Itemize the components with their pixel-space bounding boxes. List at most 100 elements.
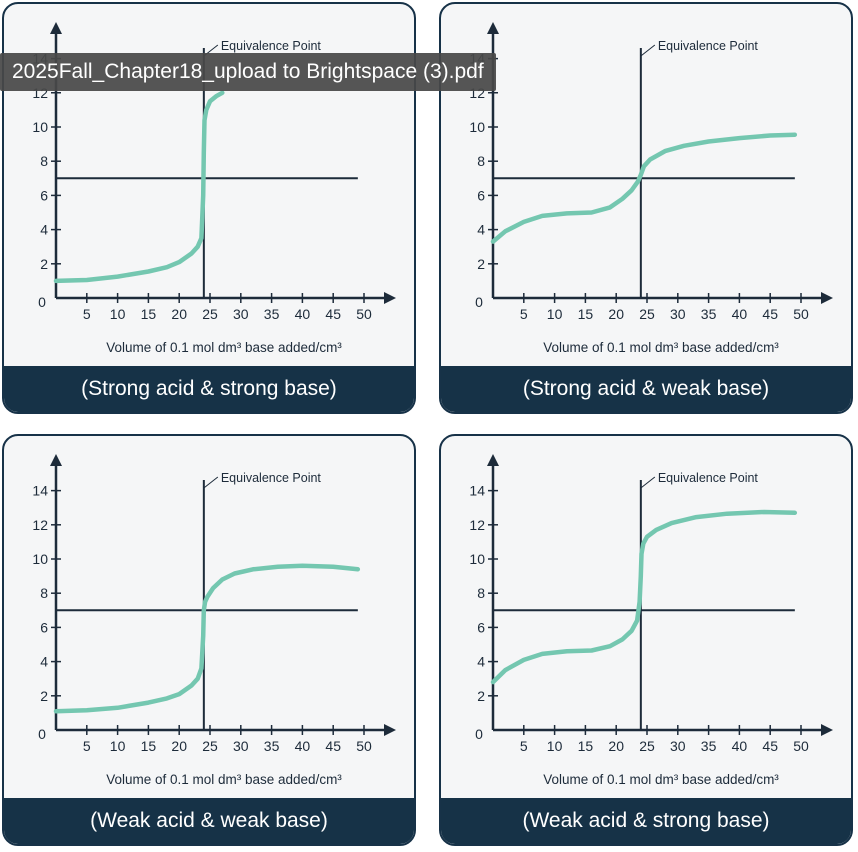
x-axis-label: Volume of 0.1 mol dm³ base added/cm³: [106, 340, 342, 355]
x-tick-label: 10: [110, 738, 126, 754]
equivalence-label: Equivalence Point: [658, 471, 759, 485]
x-tick-label: 10: [547, 738, 563, 754]
x-tick-label: 50: [356, 306, 372, 322]
x-tick-label: 50: [793, 306, 809, 322]
equivalence-pointer: [203, 476, 219, 489]
x-tick-label: 35: [264, 306, 280, 322]
y-tick-label: 10: [32, 551, 48, 567]
x-tick-label: 25: [639, 306, 655, 322]
x-tick-label: 25: [202, 306, 218, 322]
x-tick-label: 10: [547, 306, 563, 322]
chart-svg: Equivalence Point 5 10 15 20 25 30 35 40 45 50 2 4 6 8…: [32, 454, 396, 787]
equivalence-label: Equivalence Point: [658, 39, 759, 53]
x-tick-label: 50: [356, 738, 372, 754]
y-tick-label: 8: [477, 585, 485, 601]
x-tick-label: 30: [233, 738, 249, 754]
y-tick-label: 12: [32, 517, 48, 533]
x-tick-label: 25: [202, 738, 218, 754]
x-axis-arrow: [821, 292, 833, 304]
x-tick-label: 10: [110, 306, 126, 322]
x-tick-label: 15: [578, 738, 594, 754]
x-tick-label: 5: [83, 306, 91, 322]
x-tick-label: 45: [762, 306, 778, 322]
y-tick-label: 10: [469, 119, 485, 135]
x-tick-label: 15: [141, 738, 157, 754]
chart-svg: Equivalence Point 5 10 15 20 25 30 35 40 45 50 2 4 6 8…: [469, 454, 833, 787]
x-tick-label: 45: [762, 738, 778, 754]
x-axis-arrow: [821, 724, 833, 736]
y-axis-arrow: [487, 22, 499, 34]
x-tick-label: 30: [670, 738, 686, 754]
x-tick-label: 50: [793, 738, 809, 754]
y-tick-label: 4: [477, 654, 485, 670]
origin-label: 0: [475, 726, 483, 742]
x-tick-label: 20: [171, 306, 187, 322]
titration-curve: [490, 509, 798, 685]
y-tick-label: 2: [40, 688, 48, 704]
chart-caption: (Weak acid & weak base): [4, 798, 414, 844]
x-tick-label: 40: [732, 306, 748, 322]
equivalence-label: Equivalence Point: [221, 471, 322, 485]
chart-caption: (Strong acid & weak base): [441, 366, 851, 412]
titration-curve: [490, 132, 798, 244]
x-axis-label: Volume of 0.1 mol dm³ base added/cm³: [106, 772, 342, 787]
x-tick-label: 45: [325, 306, 341, 322]
x-tick-label: 5: [520, 738, 528, 754]
chart-caption: (Strong acid & strong base): [4, 366, 414, 412]
x-tick-label: 15: [141, 306, 157, 322]
x-tick-label: 45: [325, 738, 341, 754]
x-tick-label: 30: [233, 306, 249, 322]
y-tick-label: 4: [477, 222, 485, 238]
y-tick-label: 2: [477, 256, 485, 272]
y-tick-label: 14: [32, 483, 48, 499]
origin-label: 0: [38, 726, 46, 742]
x-axis-label: Volume of 0.1 mol dm³ base added/cm³: [543, 340, 779, 355]
x-tick-label: 15: [578, 306, 594, 322]
titration-curve: [53, 563, 361, 714]
x-tick-label: 35: [701, 306, 717, 322]
y-tick-label: 12: [469, 517, 485, 533]
x-tick-label: 20: [608, 738, 624, 754]
y-tick-label: 6: [40, 619, 48, 635]
x-tick-label: 40: [295, 738, 311, 754]
y-axis-arrow: [50, 22, 62, 34]
x-tick-label: 40: [295, 306, 311, 322]
chart-panel-weak-acid-weak-base: Equivalence Point 5 10 15 20 25 30 35 40 45 50 2 4 6 8…: [2, 434, 416, 846]
equivalence-label: Equivalence Point: [221, 39, 322, 53]
y-tick-label: 6: [477, 619, 485, 635]
equivalence-pointer: [640, 476, 656, 489]
x-axis-arrow: [384, 724, 396, 736]
chart-svg: Equivalence Point 5 10 15 20 25 30 35 40 45 50 2 4 6 8…: [32, 22, 396, 355]
titration-curve: [53, 90, 225, 284]
chart-caption: (Weak acid & strong base): [441, 798, 851, 844]
y-tick-label: 6: [477, 187, 485, 203]
x-tick-label: 25: [639, 738, 655, 754]
y-tick-label: 10: [32, 119, 48, 135]
y-tick-label: 4: [40, 222, 48, 238]
y-tick-label: 8: [40, 585, 48, 601]
x-tick-label: 20: [171, 738, 187, 754]
x-tick-label: 40: [732, 738, 748, 754]
y-tick-label: 8: [477, 153, 485, 169]
pdf-title-tooltip: 2025Fall_Chapter18_upload to Brightspace…: [0, 53, 496, 91]
x-tick-label: 20: [608, 306, 624, 322]
x-axis-arrow: [384, 292, 396, 304]
y-tick-label: 8: [40, 153, 48, 169]
y-tick-label: 4: [40, 654, 48, 670]
y-tick-label: 14: [469, 483, 485, 499]
x-tick-label: 30: [670, 306, 686, 322]
chart-svg: Equivalence Point 5 10 15 20 25 30 35 40 45 50 2 4 6 8…: [469, 22, 833, 355]
chart-panel-weak-acid-strong-base: Equivalence Point 5 10 15 20 25 30 35 40 45 50 2 4 6 8…: [439, 434, 853, 846]
equivalence-pointer: [640, 44, 656, 57]
x-axis-label: Volume of 0.1 mol dm³ base added/cm³: [543, 772, 779, 787]
x-tick-label: 35: [264, 738, 280, 754]
y-tick-label: 2: [40, 256, 48, 272]
y-tick-label: 10: [469, 551, 485, 567]
y-axis-arrow: [487, 454, 499, 466]
origin-label: 0: [475, 294, 483, 310]
y-tick-label: 6: [40, 187, 48, 203]
chart-panel-strong-acid-weak-base: Equivalence Point 5 10 15 20 25 30 35 40 45 50 2 4 6 8…: [439, 2, 853, 414]
x-tick-label: 35: [701, 738, 717, 754]
x-tick-label: 5: [520, 306, 528, 322]
x-tick-label: 5: [83, 738, 91, 754]
